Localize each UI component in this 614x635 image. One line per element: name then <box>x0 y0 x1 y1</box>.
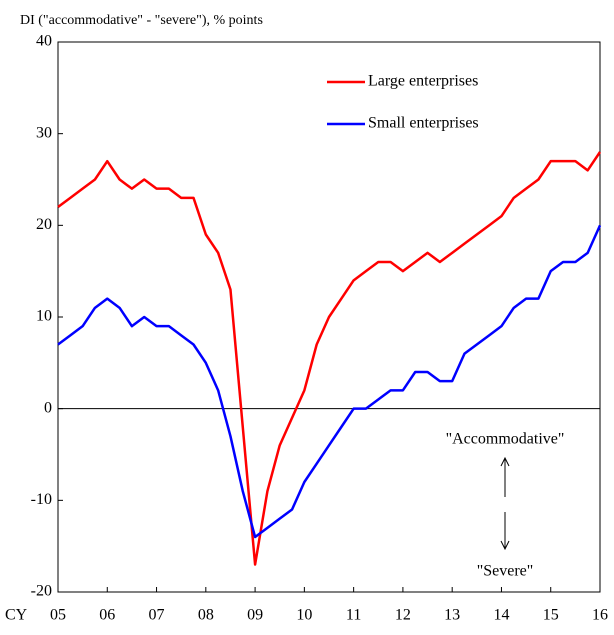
x-tick-label: 10 <box>296 607 312 624</box>
y-tick-label: 40 <box>36 33 52 50</box>
x-tick-label: 11 <box>346 607 361 624</box>
y-tick-label: 20 <box>36 216 52 233</box>
x-tick-label: 08 <box>198 607 214 624</box>
x-tick-label: 09 <box>247 607 263 624</box>
y-tick-label: -20 <box>31 583 52 600</box>
x-tick-label: 14 <box>493 607 509 624</box>
x-tick-label: 16 <box>592 607 608 624</box>
y-tick-label: -10 <box>31 491 52 508</box>
y-axis-label: DI ("accommodative" - "severe"), % point… <box>20 13 263 28</box>
annotation: "Accommodative" <box>446 431 565 448</box>
y-tick-label: 0 <box>44 399 52 416</box>
x-tick-label: 13 <box>444 607 460 624</box>
x-tick-label: 05 <box>50 607 66 624</box>
legend-label: Small enterprises <box>368 115 479 132</box>
annotation: "Severe" <box>477 563 534 580</box>
line <box>57 224 602 539</box>
legend-label: Large enterprises <box>368 73 478 90</box>
arrows <box>500 456 510 551</box>
line <box>57 151 602 566</box>
x-tick-label: 12 <box>395 607 411 624</box>
y-tick-label: 30 <box>36 124 52 141</box>
x-tick-label: 15 <box>543 607 559 624</box>
x-tick-label: 06 <box>99 607 115 624</box>
y-tick-label: 10 <box>36 308 52 325</box>
x-prefix: CY <box>5 607 28 624</box>
x-tick-label: 07 <box>149 607 165 624</box>
